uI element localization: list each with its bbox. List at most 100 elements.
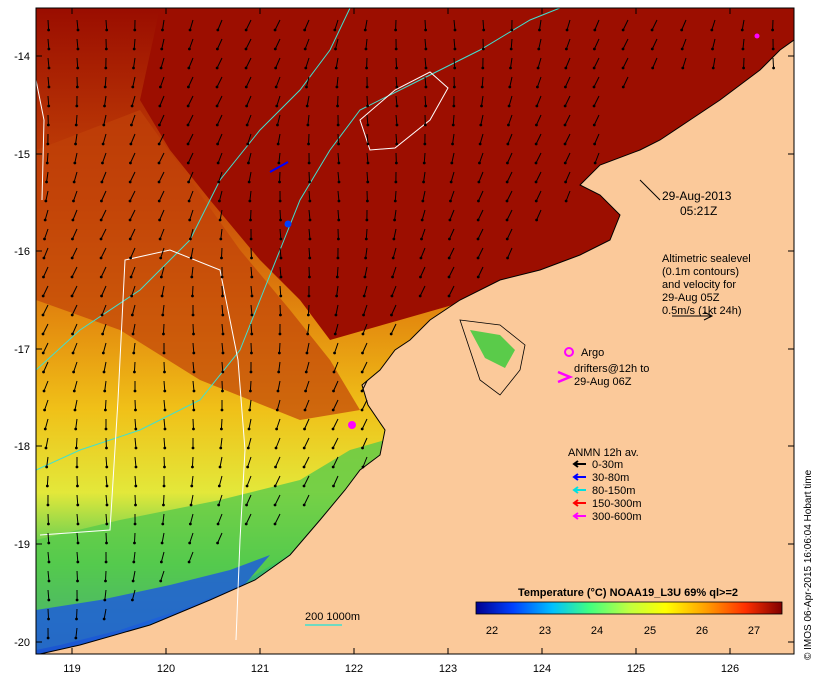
velocity-arrow (101, 285, 107, 297)
velocity-arrow-head (424, 28, 428, 32)
velocity-arrow (510, 57, 513, 69)
velocity-arrow-head (133, 541, 136, 545)
velocity-arrow-head (215, 123, 219, 127)
lat-tick-label: -14 (14, 51, 30, 63)
velocity-arrow (219, 209, 223, 221)
velocity-arrow-head (101, 351, 105, 355)
velocity-arrow-head (771, 47, 775, 51)
velocity-arrow (216, 38, 223, 50)
velocity-arrow (218, 494, 223, 506)
velocity-arrow-head (187, 85, 190, 89)
velocity-arrow-head (453, 28, 457, 32)
velocity-arrow-head (395, 142, 399, 146)
velocity-arrow-head (390, 313, 393, 317)
velocity-arrow (303, 475, 310, 487)
velocity-arrow (247, 152, 252, 164)
velocity-arrow (712, 57, 716, 69)
velocity-arrow (452, 133, 455, 145)
altimetry-line-5: 0.5m/s (1kt 24h) (662, 305, 741, 317)
velocity-arrow-head (104, 47, 108, 51)
velocity-arrow (337, 171, 340, 183)
velocity-arrow-head (162, 332, 165, 336)
velocity-arrow (129, 152, 136, 164)
velocity-arrow (538, 38, 542, 50)
velocity-arrow (303, 456, 310, 468)
velocity-arrow-head (191, 313, 195, 317)
velocity-arrow-head (508, 85, 512, 89)
velocity-arrow-head (46, 636, 50, 640)
velocity-arrow (45, 437, 49, 449)
velocity-arrow-head (505, 180, 509, 184)
velocity-arrow-head (505, 218, 509, 222)
velocity-arrow (334, 342, 339, 354)
velocity-arrow-head (360, 370, 364, 374)
velocity-arrow-head (621, 66, 625, 70)
velocity-arrow-head (72, 389, 76, 393)
velocity-arrow (245, 57, 252, 69)
velocity-arrow-head (479, 123, 483, 127)
velocity-arrow (250, 266, 253, 278)
velocity-arrow-head (128, 218, 132, 222)
velocity-arrow (564, 152, 571, 164)
velocity-arrow (564, 114, 571, 126)
velocity-arrow (506, 228, 513, 240)
velocity-arrow (448, 266, 455, 278)
velocity-arrow (160, 266, 165, 278)
velocity-arrow-head (423, 142, 427, 146)
velocity-arrow (43, 247, 49, 259)
velocity-arrow-head (389, 332, 393, 336)
velocity-arrow-head (190, 484, 194, 488)
velocity-arrow-head (331, 465, 335, 469)
velocity-arrow-head (188, 28, 192, 32)
velocity-arrow-head (394, 28, 398, 32)
colorbar-tick-label: 26 (696, 625, 708, 637)
velocity-arrow-head (279, 313, 282, 317)
velocity-arrow (424, 57, 427, 69)
velocity-arrow-head (215, 85, 219, 89)
velocity-arrow-head (336, 123, 340, 127)
velocity-arrow-head (76, 66, 80, 70)
velocity-arrow (46, 475, 49, 487)
velocity-arrow (506, 152, 513, 164)
velocity-arrow-head (361, 351, 364, 355)
velocity-arrow (682, 57, 687, 69)
velocity-arrow-head (273, 28, 277, 32)
longitude-axis: 119 120 121 122 123 124 125 126 (63, 8, 739, 675)
velocity-arrow-head (159, 256, 163, 260)
velocity-arrow (361, 361, 368, 373)
velocity-arrow (593, 57, 600, 69)
velocity-arrow (480, 114, 484, 126)
velocity-arrow-head (535, 104, 539, 108)
velocity-arrow-head (250, 256, 253, 260)
velocity-arrow (332, 399, 339, 411)
colorbar-tick-label: 27 (748, 625, 760, 637)
velocity-arrow-head (563, 161, 567, 165)
velocity-arrow-head (159, 579, 163, 583)
velocity-arrow-head (274, 66, 278, 70)
velocity-arrow-head (302, 484, 306, 488)
velocity-arrow-head (47, 47, 51, 51)
velocity-arrow (187, 76, 194, 88)
velocity-arrow-head (276, 123, 279, 127)
velocity-arrow-head (303, 47, 307, 51)
velocity-arrow (335, 57, 339, 69)
velocity-arrow-head (563, 142, 567, 146)
velocity-arrow-head (130, 313, 134, 317)
velocity-arrow-head (451, 142, 454, 146)
velocity-arrow (246, 95, 252, 107)
velocity-arrow-head (452, 85, 456, 89)
velocity-arrow (449, 209, 455, 221)
velocity-arrow (43, 361, 49, 373)
velocity-arrow (419, 285, 426, 297)
velocity-arrow-head (245, 123, 249, 127)
velocity-arrow (594, 152, 600, 164)
velocity-arrow-head (363, 28, 367, 32)
velocity-arrow-head (47, 66, 51, 70)
velocity-arrow-head (216, 522, 220, 526)
velocity-arrow (366, 133, 369, 145)
velocity-arrow-head (216, 161, 220, 165)
velocity-arrow-head (307, 142, 310, 146)
velocity-arrow-head (73, 408, 77, 412)
velocity-arrow (506, 209, 513, 221)
velocity-arrow (76, 57, 79, 69)
